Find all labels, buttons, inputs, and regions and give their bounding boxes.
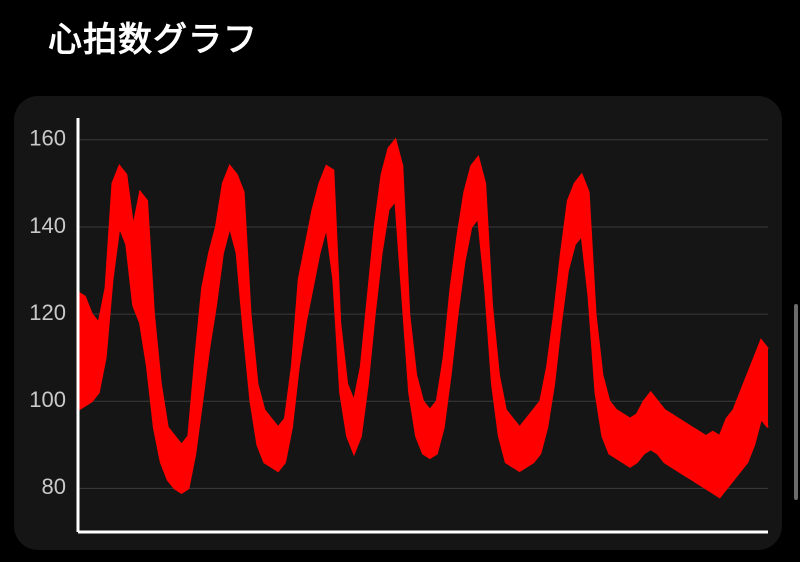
y-tick-label: 100 [29,387,66,412]
chart-card: 80 100 120 140 160 [14,96,782,550]
scroll-indicator[interactable] [794,304,798,500]
y-tick-label: 120 [29,300,66,325]
y-tick-label: 140 [29,213,66,238]
y-tick-label: 80 [42,474,66,499]
page-root: 心拍数グラフ 80 100 120 140 160 [0,0,800,562]
y-tick-label: 160 [29,126,66,151]
heart-rate-chart: 80 100 120 140 160 [14,96,782,550]
page-title: 心拍数グラフ [48,12,258,61]
